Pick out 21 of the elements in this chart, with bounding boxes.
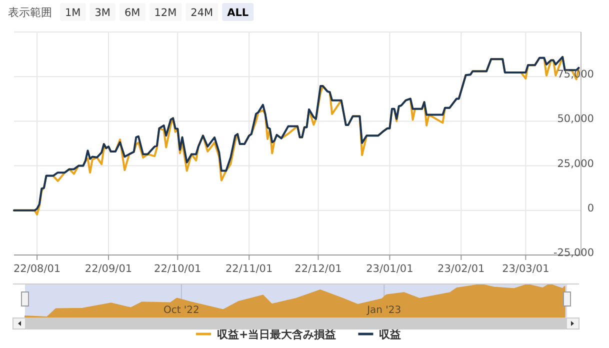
text: 24M — [190, 7, 214, 19]
y-tick-label: 0 — [587, 202, 594, 214]
x-tick-label: Jan '23 — [366, 305, 402, 316]
x-tick-label: 23/02/01 — [438, 263, 485, 275]
y-tick-label: 50,000 — [557, 113, 594, 126]
text: 6M — [124, 7, 140, 19]
x-tick-label: 23/01/01 — [366, 263, 414, 275]
x-tick-label: 22/10/01 — [154, 263, 202, 275]
y-tick-label: 25,000 — [557, 158, 594, 170]
x-tick-label: 22/12/01 — [294, 263, 342, 275]
text: 12M — [154, 7, 177, 19]
text: ALL — [227, 7, 249, 19]
text: 表示範囲 — [8, 6, 52, 19]
x-tick-label: 22/09/01 — [84, 263, 132, 275]
x-tick-label: Oct '22 — [163, 305, 200, 316]
legend-label: 収益 — [379, 328, 402, 341]
text: 3M — [94, 7, 110, 19]
text: 1M — [65, 7, 81, 19]
x-tick-label: 22/11/01 — [226, 263, 273, 275]
x-tick-label: 22/08/01 — [13, 263, 61, 275]
x-tick-label: 23/03/01 — [502, 263, 550, 275]
